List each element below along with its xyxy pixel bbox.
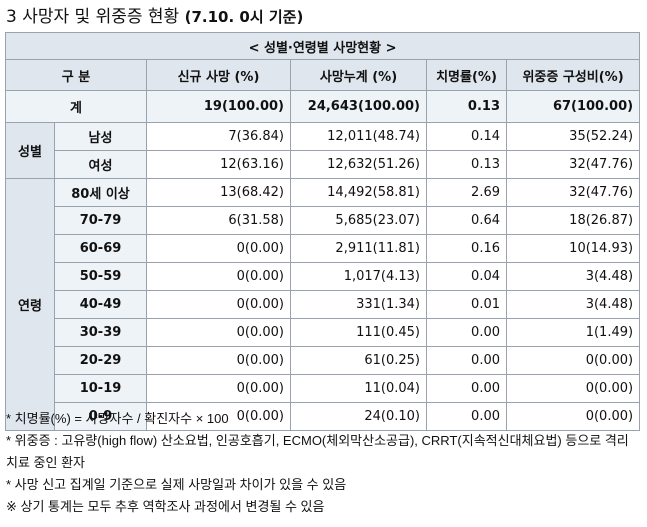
row-label: 20-29 <box>54 346 147 375</box>
header-fatality-rate: 치명률(%) <box>426 59 507 91</box>
cell-cum-deaths: 331(1.34) <box>290 290 427 319</box>
cell-critical: 1(1.49) <box>505 318 641 347</box>
cell-critical: 3(4.48) <box>505 262 641 291</box>
cell-critical: 3(4.48) <box>505 290 641 319</box>
table-row: 0-9 0(0.00) 24(0.10) 0.00 0(0.00) <box>6 402 641 431</box>
footnote: * 위중증 : 고유량(high flow) 산소요법, 인공호흡기, ECMO… <box>6 433 629 470</box>
cell-critical: 18(26.87) <box>505 206 641 235</box>
cell-fatality: 0.64 <box>426 206 507 235</box>
cell-critical: 32(47.76) <box>505 150 641 179</box>
cell-critical: 0(0.00) <box>505 402 641 431</box>
cell-fatality: 2.69 <box>426 178 507 207</box>
total-cum-deaths: 24,643(100.00) <box>290 90 427 123</box>
footnotes: * 치명률(%) = 사망자수 / 확진자수 × 100 * 위중증 : 고유량… <box>6 408 642 518</box>
table-row: 50-59 0(0.00) 1,017(4.13) 0.04 3(4.48) <box>6 262 641 291</box>
cell-new-deaths: 0(0.00) <box>146 234 291 263</box>
age-group-label: 연령 <box>5 178 55 431</box>
header-category: 구 분 <box>5 59 147 91</box>
total-label: 계 <box>5 90 147 123</box>
cell-cum-deaths: 14,492(58.81) <box>290 178 427 207</box>
table-row: 10-19 0(0.00) 11(0.04) 0.00 0(0.00) <box>6 374 641 403</box>
row-label: 80세 이상 <box>54 178 147 207</box>
cell-fatality: 0.04 <box>426 262 507 291</box>
table-row: 60-69 0(0.00) 2,911(11.81) 0.16 10(14.93) <box>6 234 641 263</box>
cell-fatality: 0.16 <box>426 234 507 263</box>
cell-new-deaths: 0(0.00) <box>146 402 291 431</box>
row-label: 남성 <box>54 122 147 151</box>
cell-critical: 0(0.00) <box>505 374 641 403</box>
cell-cum-deaths: 5,685(23.07) <box>290 206 427 235</box>
title-text: 3 사망자 및 위중증 현황 <box>6 7 180 27</box>
cell-cum-deaths: 111(0.45) <box>290 318 427 347</box>
cell-new-deaths: 0(0.00) <box>146 262 291 291</box>
row-label: 70-79 <box>54 206 147 235</box>
row-label: 40-49 <box>54 290 147 319</box>
footnote: ※ 상기 통계는 모두 추후 역학조사 과정에서 변경될 수 있음 <box>6 499 325 514</box>
table-row: 70-79 6(31.58) 5,685(23.07) 0.64 18(26.87) <box>6 206 641 235</box>
cell-cum-deaths: 2,911(11.81) <box>290 234 427 263</box>
footnote: * 사망 신고 집계일 기준으로 실제 사망일과 차이가 있을 수 있음 <box>6 477 347 492</box>
row-label: 30-39 <box>54 318 147 347</box>
cell-fatality: 0.01 <box>426 290 507 319</box>
cell-critical: 0(0.00) <box>505 346 641 375</box>
cell-fatality: 0.00 <box>426 346 507 375</box>
cell-cum-deaths: 12,632(51.26) <box>290 150 427 179</box>
table-row: 40-49 0(0.00) 331(1.34) 0.01 3(4.48) <box>6 290 641 319</box>
cell-critical: 10(14.93) <box>505 234 641 263</box>
header-new-deaths: 신규 사망 (%) <box>146 59 291 91</box>
cell-fatality: 0.00 <box>426 402 507 431</box>
cell-critical: 32(47.76) <box>505 178 641 207</box>
row-label: 여성 <box>54 150 147 179</box>
cell-cum-deaths: 1,017(4.13) <box>290 262 427 291</box>
cell-cum-deaths: 24(0.10) <box>290 402 427 431</box>
header-critical-share: 위중증 구성비(%) <box>505 59 641 91</box>
cell-cum-deaths: 12,011(48.74) <box>290 122 427 151</box>
cell-critical: 35(52.24) <box>505 122 641 151</box>
cell-fatality: 0.13 <box>426 150 507 179</box>
cell-new-deaths: 0(0.00) <box>146 346 291 375</box>
row-label: 10-19 <box>54 374 147 403</box>
cell-cum-deaths: 61(0.25) <box>290 346 427 375</box>
table-row: 성별 남성 7(36.84) 12,011(48.74) 0.14 35(52.24) <box>5 122 641 179</box>
total-row: 계 19(100.00) 24,643(100.00) 0.13 67(100.… <box>5 90 641 123</box>
cell-new-deaths: 6(31.58) <box>146 206 291 235</box>
table-caption: < 성별·연령별 사망현황 > <box>4 32 641 60</box>
cell-new-deaths: 0(0.00) <box>146 318 291 347</box>
cell-fatality: 0.00 <box>426 318 507 347</box>
cell-new-deaths: 12(63.16) <box>146 150 291 179</box>
cell-cum-deaths: 11(0.04) <box>290 374 427 403</box>
cell-new-deaths: 0(0.00) <box>146 374 291 403</box>
table-row: 연령 80세 이상 13(68.42) 14,492(58.81) 2.69 32(47.… <box>5 178 641 431</box>
table-row: 20-29 0(0.00) 61(0.25) 0.00 0(0.00) <box>6 346 641 375</box>
death-status-table: < 성별·연령별 사망현황 > 구 분 신규 사망 (%) 사망누계 (%) 치… <box>4 32 641 431</box>
cell-fatality: 0.14 <box>426 122 507 151</box>
header-cumulative-deaths: 사망누계 (%) <box>290 59 427 91</box>
cell-new-deaths: 0(0.00) <box>146 290 291 319</box>
row-label: 50-59 <box>54 262 147 291</box>
total-critical: 67(100.00) <box>505 90 641 123</box>
cell-fatality: 0.00 <box>426 374 507 403</box>
footnote: * 치명률(%) = 사망자수 / 확진자수 × 100 <box>6 411 229 426</box>
row-label: 60-69 <box>54 234 147 263</box>
cell-new-deaths: 13(68.42) <box>146 178 291 207</box>
row-label: 0-9 <box>54 402 147 431</box>
title-date: (7.10. 0시 기준) <box>184 8 304 26</box>
sex-group-label: 성별 <box>5 122 55 179</box>
page-title: 3 사망자 및 위중증 현황 (7.10. 0시 기준) <box>6 4 303 30</box>
total-fatality: 0.13 <box>426 90 507 123</box>
table-row: 30-39 0(0.00) 111(0.45) 0.00 1(1.49) <box>6 318 641 347</box>
total-new-deaths: 19(100.00) <box>146 90 291 123</box>
table-row: 여성 12(63.16) 12,632(51.26) 0.13 32(47.76) <box>6 150 641 179</box>
cell-new-deaths: 7(36.84) <box>146 122 291 151</box>
